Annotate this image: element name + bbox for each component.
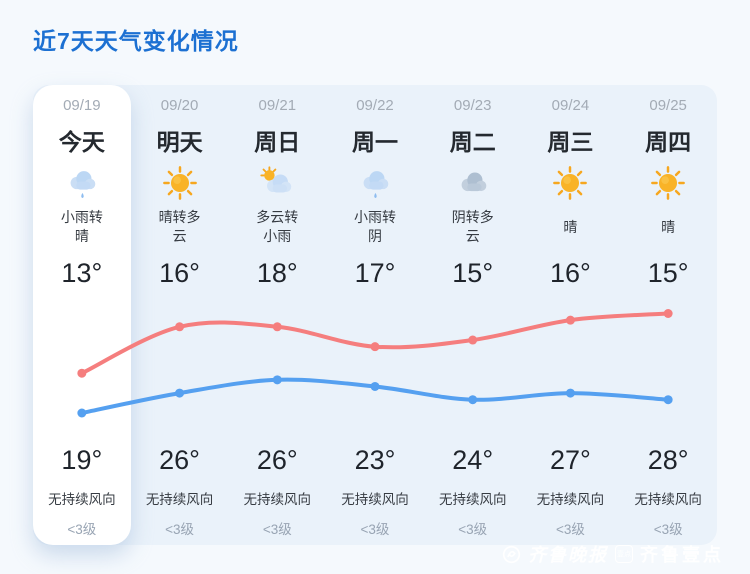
chart-spacer — [228, 297, 326, 437]
watermark: 齐鲁晚报 壹点 齐鲁壹点 — [502, 541, 724, 567]
day-name: 周二 — [449, 129, 496, 155]
chart-spacer — [326, 297, 424, 437]
day-column[interactable]: 09/25 周四 晴 15° 28° 无持续风向 <3级 — [619, 85, 717, 545]
day-column[interactable]: 09/22 周一 小雨转阴 17° 23° 无持续风向 <3级 — [326, 85, 424, 545]
weather-desc: 小雨转晴 — [60, 209, 103, 244]
temp-low-top: 13° — [61, 257, 103, 288]
date-label: 09/23 — [453, 96, 492, 114]
weather-desc: 晴 — [661, 218, 676, 235]
wind-level: <3级 — [165, 522, 195, 537]
chart-spacer — [424, 297, 522, 437]
wind-direction: 无持续风向 — [634, 492, 702, 507]
rain-icon — [326, 161, 424, 205]
page-title: 近7天天气变化情况 — [33, 28, 239, 54]
day-name: 周四 — [645, 129, 692, 155]
day-column[interactable]: 09/21 周日 多云转小雨 18° 26° 无持续风向 <3级 — [228, 85, 326, 545]
temp-high-bottom: 19° — [61, 444, 103, 475]
wind-direction: 无持续风向 — [145, 492, 214, 507]
date-label: 09/20 — [160, 96, 199, 114]
day-name: 周一 — [351, 129, 398, 155]
sun-icon — [619, 161, 717, 205]
temp-high-bottom: 23° — [354, 444, 396, 475]
temp-high-bottom: 24° — [452, 444, 494, 475]
temp-high-bottom: 27° — [550, 444, 591, 475]
temp-low-top: 15° — [647, 257, 689, 288]
day-column[interactable]: 09/23 周二 阴转多云 15° 24° 无持续风向 <3级 — [424, 85, 522, 545]
temp-low-top: 17° — [354, 257, 396, 288]
temp-high-bottom: 28° — [647, 444, 689, 475]
day-name: 周日 — [254, 129, 301, 155]
weather-desc: 晴 — [563, 218, 578, 235]
day-columns: 09/19 今天 小雨转晴 13° 19° 无持续风向 <3级 09/20 明天… — [33, 85, 717, 545]
day-name: 今天 — [58, 129, 105, 155]
wind-level: <3级 — [360, 522, 390, 537]
chart-spacer — [619, 297, 717, 437]
wind-level: <3级 — [262, 522, 292, 537]
date-label: 09/19 — [63, 96, 101, 114]
date-label: 09/22 — [356, 96, 394, 114]
sun-icon — [522, 161, 620, 205]
day-column[interactable]: 09/20 明天 晴转多云 16° 26° 无持续风向 <3级 — [131, 85, 229, 545]
temp-low-top: 18° — [256, 257, 298, 288]
weather-desc: 小雨转阴 — [353, 209, 396, 244]
temp-low-top: 16° — [550, 257, 591, 288]
day-column[interactable]: 09/19 今天 小雨转晴 13° 19° 无持续风向 <3级 — [33, 85, 131, 545]
wind-level: <3级 — [653, 522, 683, 537]
chart-spacer — [522, 297, 620, 437]
wind-level: <3级 — [458, 522, 488, 537]
date-label: 09/25 — [649, 96, 687, 114]
temp-high-bottom: 26° — [256, 444, 298, 475]
sun-cloud-icon — [228, 161, 326, 205]
wind-direction: 无持续风向 — [341, 492, 409, 507]
rain-icon — [33, 161, 131, 205]
date-label: 09/24 — [551, 96, 590, 114]
chart-spacer — [131, 297, 229, 437]
wind-level: <3级 — [555, 522, 585, 537]
weather-desc: 多云转小雨 — [256, 209, 299, 244]
day-name: 周三 — [547, 129, 594, 155]
temp-high-bottom: 26° — [159, 444, 200, 475]
wind-direction: 无持续风向 — [48, 492, 116, 507]
chart-spacer — [33, 297, 131, 437]
wind-level: <3级 — [67, 522, 97, 537]
weather-desc: 阴转多云 — [451, 209, 494, 244]
wind-direction: 无持续风向 — [536, 492, 605, 507]
wind-direction: 无持续风向 — [438, 492, 507, 507]
paper-logo-icon — [502, 545, 521, 563]
wind-direction: 无持续风向 — [243, 492, 312, 507]
day-name: 明天 — [156, 129, 203, 155]
watermark-app-name: 齐鲁壹点 — [640, 545, 724, 565]
weather-forecast-panel: 09/19 今天 小雨转晴 13° 19° 无持续风向 <3级 09/20 明天… — [33, 85, 717, 545]
cloud-icon — [424, 161, 522, 205]
weather-desc: 晴转多云 — [158, 209, 201, 244]
date-label: 09/21 — [258, 96, 297, 114]
sun-icon — [131, 161, 229, 205]
temp-low-top: 15° — [452, 257, 494, 288]
day-column[interactable]: 09/24 周三 晴 16° 27° 无持续风向 <3级 — [522, 85, 620, 545]
yidian-badge-icon: 壹点 — [615, 545, 633, 563]
watermark-paper-name: 齐鲁晚报 — [528, 545, 608, 565]
temp-low-top: 16° — [159, 257, 200, 288]
